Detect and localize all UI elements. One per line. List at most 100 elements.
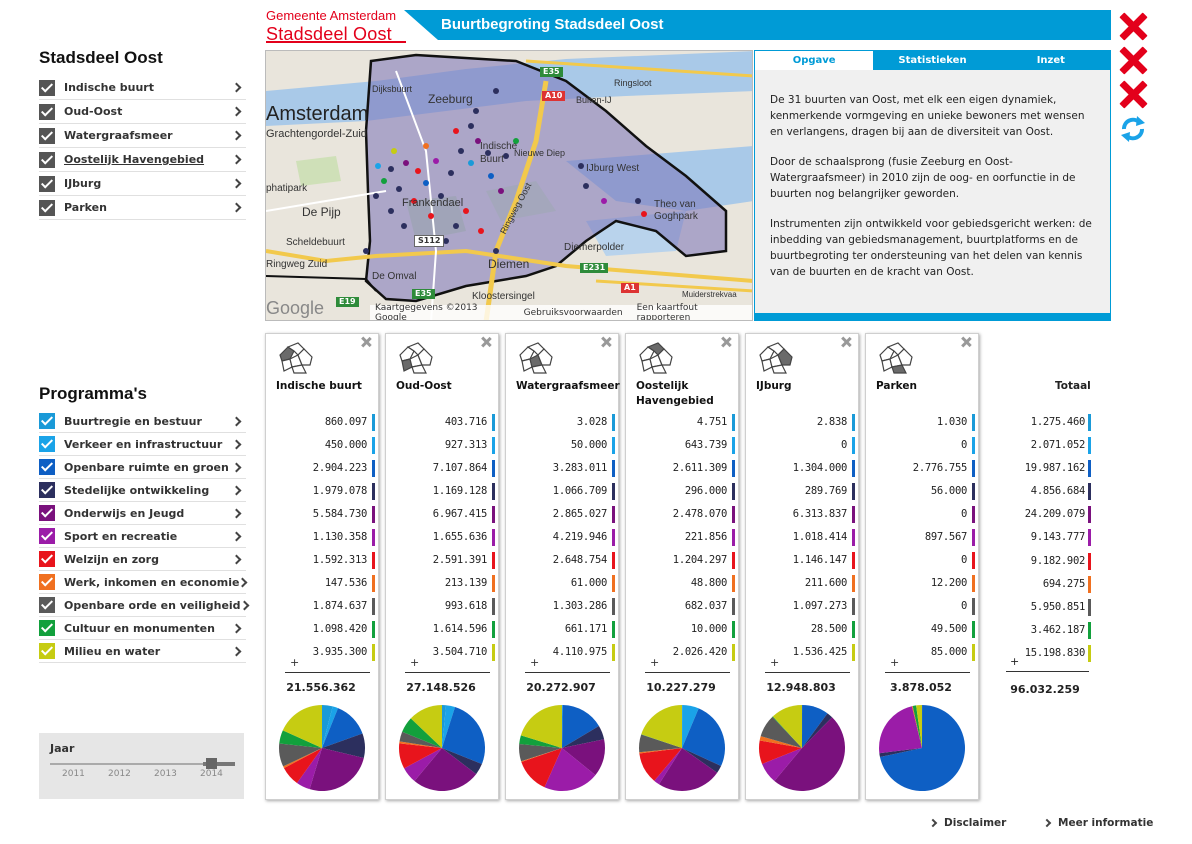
chevron-right-icon[interactable]	[231, 416, 242, 426]
chevron-right-icon[interactable]	[231, 178, 242, 189]
pie-slice	[404, 748, 442, 782]
chevron-right-icon[interactable]	[231, 82, 242, 93]
chevron-right-icon[interactable]	[231, 623, 242, 633]
checkbox-icon[interactable]	[39, 103, 55, 120]
checkbox-icon[interactable]	[39, 528, 55, 544]
chevron-right-icon[interactable]	[231, 531, 242, 541]
close-icon[interactable]	[721, 337, 731, 347]
chevron-right-icon[interactable]	[231, 130, 242, 141]
close-icon[interactable]	[361, 337, 371, 347]
value-row: 0	[866, 598, 980, 621]
chevron-right-icon[interactable]	[231, 154, 242, 165]
chevron-right-icon[interactable]	[238, 577, 248, 587]
chevron-right-icon[interactable]	[231, 646, 242, 656]
program-color-bar	[1088, 552, 1091, 570]
program-color-bar	[972, 621, 975, 638]
area-item[interactable]: Watergraafsmeer	[39, 124, 246, 148]
panel-bottom-bar	[754, 313, 1111, 321]
close-icon[interactable]	[1118, 12, 1149, 41]
value-row: 6.967.415	[386, 506, 500, 529]
checkbox-icon[interactable]	[39, 413, 55, 429]
disclaimer-link[interactable]: Disclaimer	[928, 817, 1006, 829]
program-item[interactable]: Werk, inkomen en economie	[39, 571, 248, 594]
year-track[interactable]	[50, 763, 235, 765]
program-label: Sport en recreatie	[64, 529, 178, 543]
map-shield-a1: A1	[621, 283, 639, 293]
pie-slice	[879, 706, 922, 754]
total-value: 15.198.830	[1024, 646, 1086, 659]
area-item[interactable]: Parken	[39, 196, 246, 220]
tab-opgave[interactable]: Opgave	[755, 51, 874, 70]
close-icon[interactable]	[601, 337, 611, 347]
terms-link[interactable]: Gebruiksvoorwaarden	[523, 307, 623, 318]
close-icon[interactable]	[1118, 80, 1149, 109]
more-info-link[interactable]: Meer informatie	[1042, 817, 1153, 829]
program-label: Buurtregie en bestuur	[64, 414, 202, 428]
area-item[interactable]: Indische buurt	[39, 76, 246, 100]
program-item[interactable]: Cultuur en monumenten	[39, 617, 246, 640]
chevron-right-icon[interactable]	[231, 508, 242, 518]
chevron-right-icon[interactable]	[231, 554, 242, 564]
map-label-theo: Theo van	[654, 199, 696, 210]
program-item[interactable]: Openbare orde en veiligheid	[39, 594, 250, 617]
program-item[interactable]: Openbare ruimte en groen	[39, 456, 246, 479]
sum-line	[405, 672, 490, 673]
area-item[interactable]: IJburg	[39, 172, 246, 196]
chevron-right-icon[interactable]	[231, 462, 242, 472]
checkbox-icon[interactable]	[39, 620, 55, 636]
checkbox-icon[interactable]	[39, 436, 55, 452]
chevron-right-icon[interactable]	[239, 600, 250, 610]
close-icon[interactable]	[961, 337, 971, 347]
value-row: 643.739	[626, 437, 740, 460]
checkbox-icon[interactable]	[39, 505, 55, 521]
close-icon[interactable]	[841, 337, 851, 347]
program-color-bar	[852, 621, 855, 638]
panel-paragraph: De 31 buurten van Oost, met elk een eige…	[770, 94, 1085, 138]
report-error-link[interactable]: Een kaartfout rapporteren	[636, 302, 698, 321]
chevron-right-icon[interactable]	[231, 485, 242, 495]
tab-inzet[interactable]: Inzet	[1036, 55, 1065, 66]
year-slider-handle[interactable]	[206, 758, 217, 769]
chevron-right-icon[interactable]	[231, 106, 242, 117]
checkbox-icon[interactable]	[39, 643, 55, 659]
close-icon[interactable]	[1118, 46, 1149, 75]
refresh-icon[interactable]	[1118, 114, 1148, 144]
map[interactable]: Amsterdam Zeeburg Dijksbuurt Grachtengor…	[265, 50, 753, 321]
close-icon[interactable]	[481, 337, 491, 347]
checkbox-icon[interactable]	[39, 199, 55, 216]
checkbox-icon[interactable]	[39, 482, 55, 498]
sum-line	[285, 672, 370, 673]
program-item[interactable]: Milieu en water	[39, 640, 246, 663]
chevron-right-icon[interactable]	[231, 439, 242, 449]
program-item[interactable]: Welzijn en zorg	[39, 548, 246, 571]
chevron-right-icon[interactable]	[231, 202, 242, 213]
program-color-bar	[492, 529, 495, 546]
pie-slice	[322, 708, 363, 748]
value-text: 1.592.313	[312, 554, 368, 566]
program-item[interactable]: Sport en recreatie	[39, 525, 246, 548]
map-label-diemerpolder: Diemerpolder	[564, 242, 625, 253]
value-text: 147.536	[324, 577, 367, 589]
area-item[interactable]: Oud-Oost	[39, 100, 246, 124]
program-item[interactable]: Verkeer en infrastructuur	[39, 433, 246, 456]
checkbox-icon[interactable]	[39, 597, 55, 613]
checkbox-icon[interactable]	[39, 151, 55, 168]
tab-statistieken[interactable]: Statistieken	[898, 55, 967, 66]
area-label: Watergraafsmeer	[64, 129, 173, 142]
year-title: Jaar	[50, 742, 75, 755]
pie-slice	[442, 705, 447, 748]
checkbox-icon[interactable]	[39, 574, 55, 590]
checkbox-icon[interactable]	[39, 175, 55, 192]
checkbox-icon[interactable]	[39, 459, 55, 475]
checkbox-icon[interactable]	[39, 79, 55, 96]
checkbox-icon[interactable]	[39, 551, 55, 567]
program-color-bar	[372, 460, 375, 477]
total-row: 15.198.830	[1000, 644, 1096, 668]
program-item[interactable]: Onderwijs en Jeugd	[39, 502, 246, 525]
program-item[interactable]: Buurtregie en bestuur	[39, 410, 246, 433]
checkbox-icon[interactable]	[39, 127, 55, 144]
area-item[interactable]: Oostelijk Havengebied	[39, 148, 246, 172]
program-color-bar	[732, 529, 735, 546]
program-item[interactable]: Stedelijke ontwikkeling	[39, 479, 246, 502]
map-shield-s112: S112	[414, 235, 445, 247]
